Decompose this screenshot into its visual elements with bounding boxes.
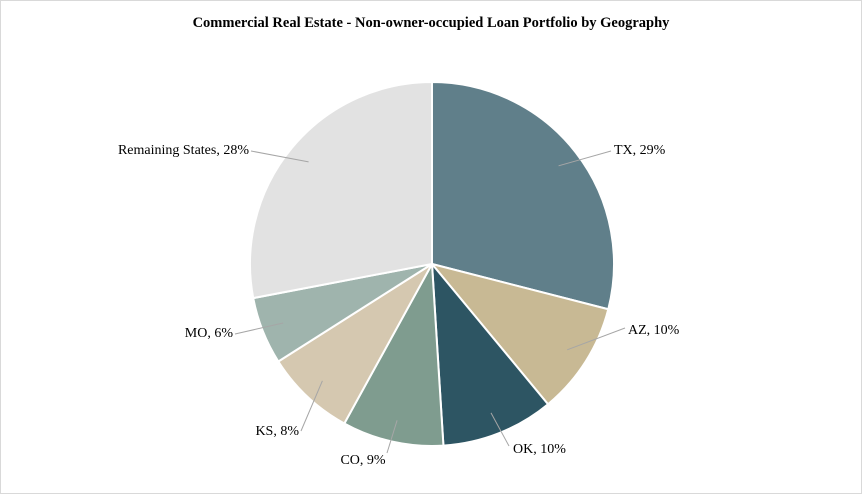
slice-label-1: AZ, 10%: [628, 323, 680, 338]
pie-slice-0: [431, 80, 615, 311]
leader-line-4: [300, 380, 323, 432]
leader-line-6: [250, 150, 309, 163]
leader-line-5: [234, 322, 284, 335]
leader-line-1: [567, 327, 626, 351]
pie-slice-6: [249, 80, 433, 300]
leader-line-2: [490, 412, 510, 447]
slice-label-6: Remaining States, 28%: [118, 143, 249, 158]
pie-slice-4: [276, 263, 433, 425]
pie-slice-1: [429, 262, 610, 406]
slice-label-2: OK, 10%: [513, 442, 566, 457]
leader-line-0: [558, 150, 612, 167]
slice-label-4: KS, 8%: [255, 424, 299, 439]
chart-title: Commercial Real Estate - Non-owner-occup…: [192, 15, 670, 31]
pie-slice-3: [342, 260, 445, 447]
slice-label-0: TX, 29%: [614, 143, 666, 158]
leader-line-3: [386, 420, 398, 454]
slice-label-3: CO, 9%: [340, 453, 385, 468]
slice-label-5: MO, 6%: [185, 326, 234, 341]
pie-slice-2: [430, 260, 550, 447]
